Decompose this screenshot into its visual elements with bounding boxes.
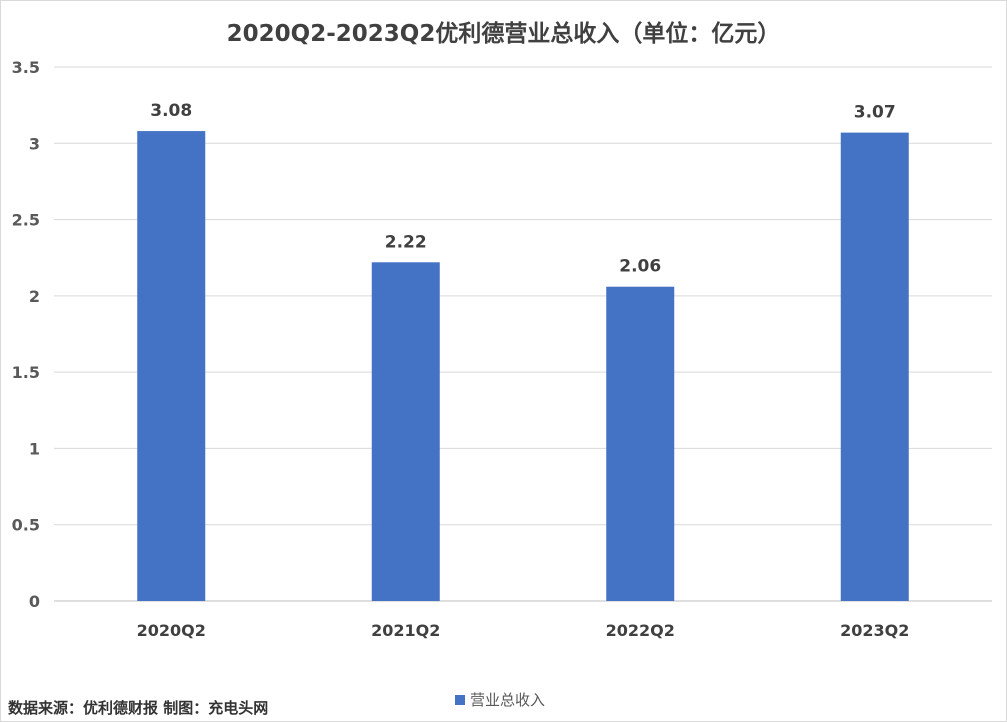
bar (137, 131, 206, 601)
y-tick-label: 3 (29, 134, 40, 153)
data-label: 3.07 (854, 103, 896, 123)
y-tick-label: 0.5 (12, 516, 40, 535)
bar (840, 132, 909, 601)
y-tick-label: 3.5 (12, 58, 40, 77)
legend: 营业总收入 (455, 689, 545, 710)
y-axis-ticks: 0 0.5 1 1.5 2 2.5 3 3.5 (12, 58, 40, 611)
y-tick-label: 0 (29, 592, 40, 611)
x-tick-label: 2021Q2 (371, 621, 440, 640)
gridlines (54, 66, 992, 602)
bar (606, 286, 675, 601)
x-axis-ticks: 2020Q2 2021Q2 2022Q2 2023Q2 (137, 621, 910, 640)
y-tick-label: 2 (29, 287, 40, 306)
data-labels: 3.08 2.22 2.06 3.07 (150, 101, 895, 277)
data-label: 2.22 (385, 232, 427, 252)
data-label: 2.06 (619, 257, 661, 277)
x-tick-label: 2022Q2 (606, 621, 675, 640)
y-tick-label: 1.5 (12, 363, 40, 382)
bar (371, 262, 440, 601)
y-tick-label: 1 (29, 439, 40, 458)
chart-title: 2020Q2-2023Q2优利德营业总收入（单位：亿元） (226, 21, 781, 47)
source-note: 数据来源：优利德财报 制图：充电头网 (8, 699, 269, 717)
y-tick-label: 2.5 (12, 211, 40, 230)
bars (137, 131, 909, 601)
legend-label: 营业总收入 (470, 691, 546, 709)
legend-swatch (455, 694, 465, 705)
x-tick-label: 2020Q2 (137, 621, 206, 640)
x-tick-label: 2023Q2 (840, 621, 909, 640)
data-label: 3.08 (150, 101, 192, 121)
